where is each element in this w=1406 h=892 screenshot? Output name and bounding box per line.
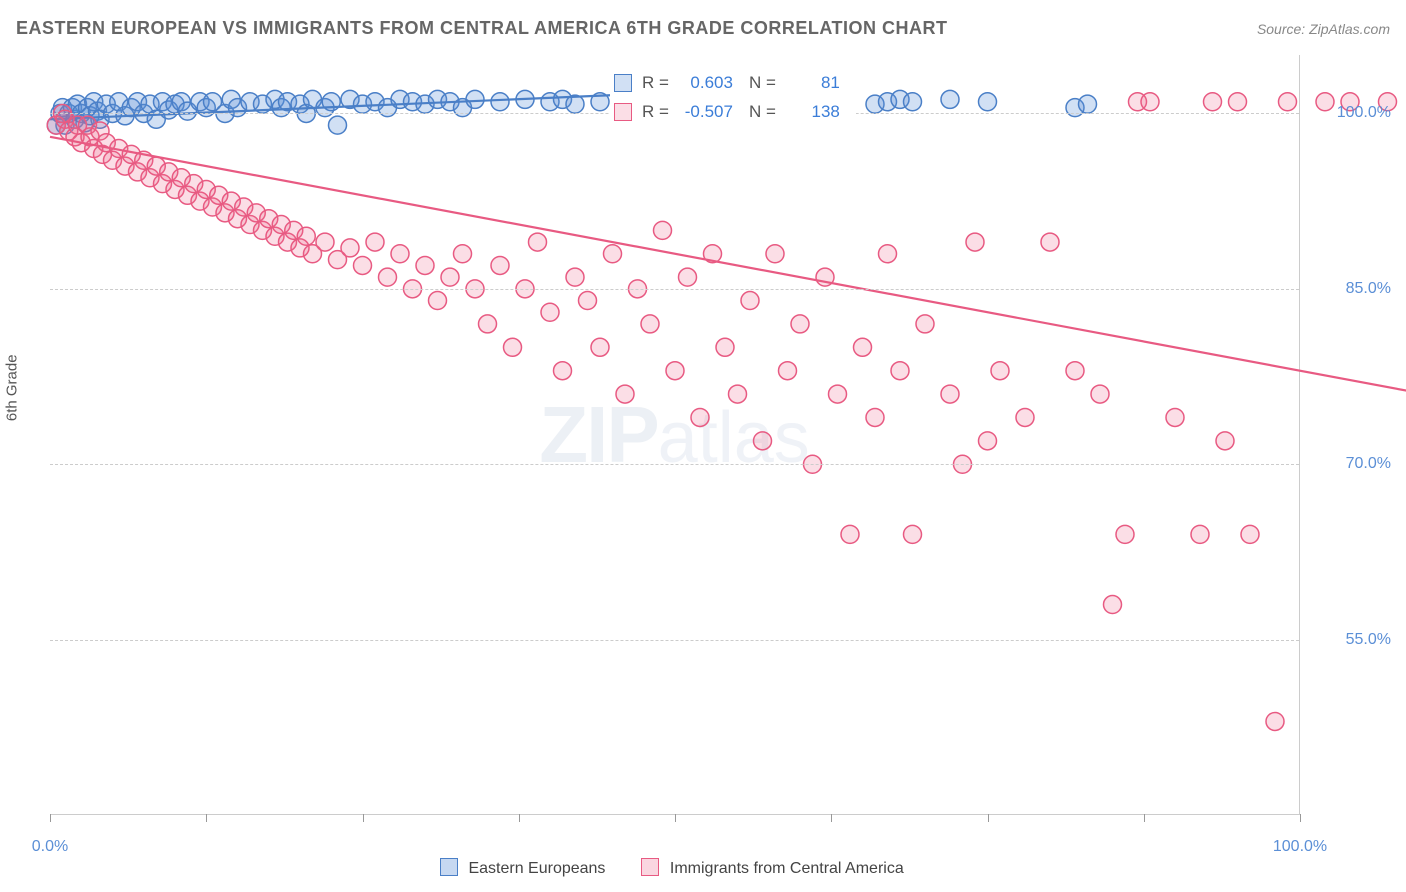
x-tick-label: 100.0% xyxy=(1273,838,1327,856)
n-value-1: 138 xyxy=(780,98,840,127)
swatch-icon xyxy=(614,74,632,92)
legend-label-0: Eastern Europeans xyxy=(468,860,605,877)
legend-stats-row-1: R = -0.507 N = 138 xyxy=(614,98,852,127)
legend-item-0: Eastern Europeans xyxy=(440,858,605,878)
legend-label-1: Immigrants from Central America xyxy=(670,860,904,877)
legend-bottom: Eastern Europeans Immigrants from Centra… xyxy=(440,858,904,878)
legend-item-1: Immigrants from Central America xyxy=(641,858,903,878)
scatter-plot-svg xyxy=(50,55,1299,814)
chart-area: ZIPatlas R = 0.603 N = 81 R = -0.507 N =… xyxy=(50,55,1300,815)
swatch-icon xyxy=(641,858,659,876)
swatch-icon xyxy=(440,858,458,876)
x-tick-label: 0.0% xyxy=(32,838,68,856)
header-row: EASTERN EUROPEAN VS IMMIGRANTS FROM CENT… xyxy=(16,18,1390,39)
n-value-0: 81 xyxy=(780,69,840,98)
chart-title: EASTERN EUROPEAN VS IMMIGRANTS FROM CENT… xyxy=(16,18,948,39)
y-tick-label: 85.0% xyxy=(1311,280,1391,298)
y-tick-label: 70.0% xyxy=(1311,455,1391,473)
r-value-0: 0.603 xyxy=(673,69,733,98)
legend-stats: R = 0.603 N = 81 R = -0.507 N = 138 xyxy=(610,67,856,129)
swatch-icon xyxy=(614,103,632,121)
y-axis-label: 6th Grade xyxy=(4,354,21,421)
source-label: Source: ZipAtlas.com xyxy=(1257,21,1390,37)
r-value-1: -0.507 xyxy=(673,98,733,127)
legend-stats-row-0: R = 0.603 N = 81 xyxy=(614,69,852,98)
y-tick-label: 55.0% xyxy=(1311,631,1391,649)
y-tick-label: 100.0% xyxy=(1311,104,1391,122)
